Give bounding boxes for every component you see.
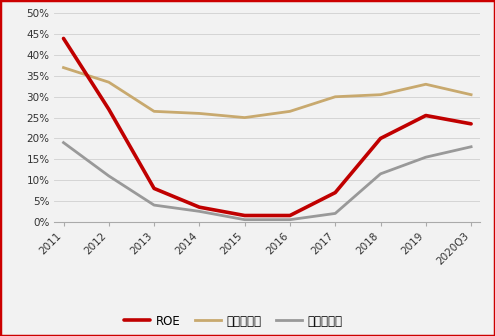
Legend: ROE, 销售毛利率, 销售净利率: ROE, 销售毛利率, 销售净利率 <box>119 310 347 333</box>
